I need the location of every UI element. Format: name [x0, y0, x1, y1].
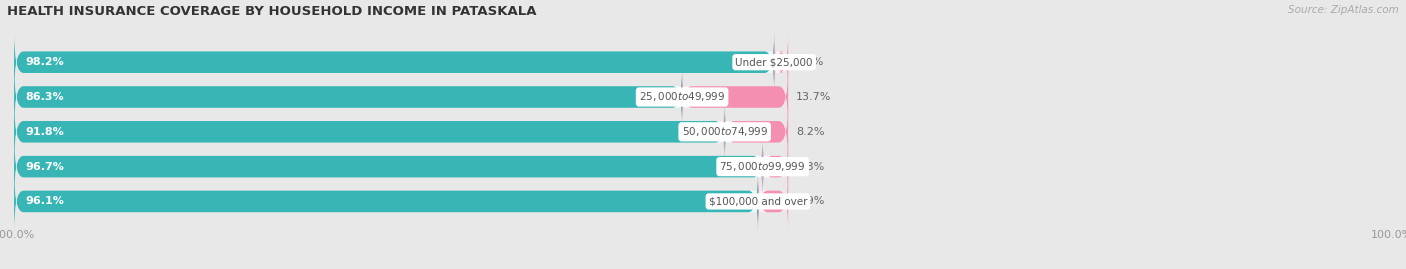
- FancyBboxPatch shape: [682, 66, 789, 128]
- Text: $75,000 to $99,999: $75,000 to $99,999: [720, 160, 806, 173]
- Text: 3.3%: 3.3%: [796, 162, 824, 172]
- Text: 3.9%: 3.9%: [796, 196, 824, 206]
- FancyBboxPatch shape: [14, 101, 789, 163]
- Text: Source: ZipAtlas.com: Source: ZipAtlas.com: [1288, 5, 1399, 15]
- Text: 91.8%: 91.8%: [25, 127, 65, 137]
- FancyBboxPatch shape: [14, 101, 724, 163]
- FancyBboxPatch shape: [724, 101, 789, 163]
- Text: 8.2%: 8.2%: [796, 127, 824, 137]
- FancyBboxPatch shape: [14, 171, 758, 232]
- Text: 1.8%: 1.8%: [796, 57, 824, 67]
- FancyBboxPatch shape: [14, 136, 762, 198]
- Text: 98.2%: 98.2%: [25, 57, 65, 67]
- Text: 13.7%: 13.7%: [796, 92, 831, 102]
- Text: HEALTH INSURANCE COVERAGE BY HOUSEHOLD INCOME IN PATASKALA: HEALTH INSURANCE COVERAGE BY HOUSEHOLD I…: [7, 5, 537, 18]
- FancyBboxPatch shape: [14, 66, 682, 128]
- FancyBboxPatch shape: [14, 66, 789, 128]
- Text: 96.7%: 96.7%: [25, 162, 65, 172]
- FancyBboxPatch shape: [14, 31, 789, 93]
- FancyBboxPatch shape: [762, 136, 789, 198]
- FancyBboxPatch shape: [775, 31, 789, 93]
- FancyBboxPatch shape: [14, 31, 775, 93]
- Text: Under $25,000: Under $25,000: [735, 57, 813, 67]
- Text: $50,000 to $74,999: $50,000 to $74,999: [682, 125, 768, 138]
- FancyBboxPatch shape: [14, 136, 789, 198]
- Text: 86.3%: 86.3%: [25, 92, 65, 102]
- FancyBboxPatch shape: [758, 171, 789, 232]
- FancyBboxPatch shape: [14, 171, 789, 232]
- Text: $25,000 to $49,999: $25,000 to $49,999: [638, 90, 725, 104]
- Text: $100,000 and over: $100,000 and over: [709, 196, 807, 206]
- Text: 96.1%: 96.1%: [25, 196, 65, 206]
